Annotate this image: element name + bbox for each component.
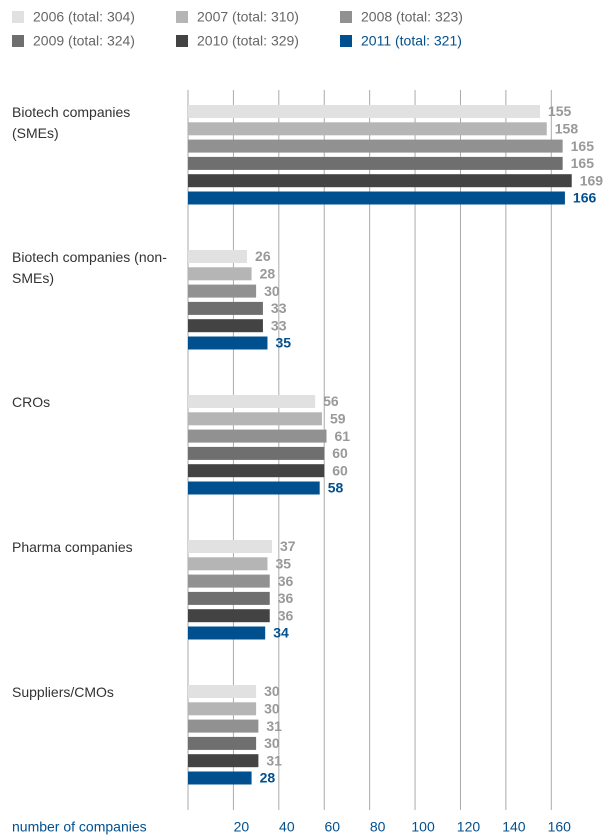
x-tick-label: 40 <box>279 819 295 835</box>
value-label: 58 <box>328 480 344 496</box>
value-label: 36 <box>278 607 294 623</box>
x-tick-label: 60 <box>324 819 340 835</box>
legend-swatch <box>340 35 352 47</box>
legend-label: 2008 (total: 323) <box>361 9 463 25</box>
bar <box>188 446 325 460</box>
legend-label: 2006 (total: 304) <box>33 9 135 25</box>
legend-label: 2009 (total: 324) <box>33 33 135 49</box>
bar <box>188 284 257 298</box>
category-label: Suppliers/CMOs <box>12 684 114 700</box>
bar <box>188 395 316 408</box>
bar <box>188 626 266 640</box>
bar <box>188 574 270 588</box>
value-label: 169 <box>580 172 604 188</box>
bar <box>188 139 563 153</box>
x-tick-label: 20 <box>234 819 250 835</box>
value-label: 61 <box>335 428 351 444</box>
value-label: 166 <box>573 190 597 206</box>
value-label: 26 <box>255 248 271 264</box>
bar <box>188 267 252 281</box>
bar <box>188 719 259 733</box>
category-label: Biotech companies (SMEs) <box>12 104 131 141</box>
legend-label: 2010 (total: 329) <box>197 33 299 49</box>
value-label: 33 <box>271 317 287 333</box>
bar <box>188 319 263 333</box>
value-label: 56 <box>323 393 339 409</box>
bar <box>188 174 572 188</box>
bar <box>188 481 320 495</box>
value-label: 37 <box>280 538 296 554</box>
bar <box>188 754 259 768</box>
legend-swatch <box>340 11 352 23</box>
value-label: 158 <box>555 121 579 137</box>
bar <box>188 156 563 170</box>
value-label: 155 <box>548 103 572 119</box>
value-label: 165 <box>571 138 595 154</box>
bar <box>188 250 248 263</box>
value-label: 31 <box>266 718 282 734</box>
x-axis-label: number of companies <box>12 819 147 835</box>
value-label: 59 <box>330 411 346 427</box>
value-label: 36 <box>278 590 294 606</box>
bar <box>188 301 263 315</box>
value-label: 60 <box>332 462 348 478</box>
x-tick-label: 120 <box>457 819 481 835</box>
x-tick-label: 140 <box>502 819 526 835</box>
bar <box>188 105 540 118</box>
x-tick-label: 160 <box>548 819 572 835</box>
bar <box>188 191 565 205</box>
value-label: 35 <box>275 556 291 572</box>
bar <box>188 336 268 350</box>
bar <box>188 540 273 553</box>
value-label: 28 <box>260 266 276 282</box>
legend-swatch <box>12 11 24 23</box>
bar <box>188 464 325 478</box>
bar <box>188 771 252 785</box>
legend-swatch <box>176 11 188 23</box>
value-label: 30 <box>264 735 280 751</box>
legend-label: 2007 (total: 310) <box>197 9 299 25</box>
value-label: 30 <box>264 683 280 699</box>
bar <box>188 429 327 443</box>
category-label: Pharma companies <box>12 539 133 555</box>
legend-swatch <box>12 35 24 47</box>
bar <box>188 685 257 698</box>
bar <box>188 122 547 136</box>
value-label: 165 <box>571 155 595 171</box>
category-label: CROs <box>12 394 51 410</box>
value-label: 28 <box>260 770 276 786</box>
value-label: 60 <box>332 445 348 461</box>
bar <box>188 412 322 426</box>
bar <box>188 591 270 605</box>
x-tick-label: 80 <box>370 819 386 835</box>
value-label: 30 <box>264 701 280 717</box>
value-label: 30 <box>264 283 280 299</box>
value-label: 33 <box>271 300 287 316</box>
legend-swatch <box>176 35 188 47</box>
bar <box>188 702 257 716</box>
bar <box>188 609 270 623</box>
value-label: 31 <box>266 752 282 768</box>
legend-label: 2011 (total: 321) <box>361 33 462 49</box>
bar <box>188 736 257 750</box>
x-tick-label: 100 <box>411 819 435 835</box>
value-label: 35 <box>275 335 291 351</box>
value-label: 36 <box>278 573 294 589</box>
category-label: Biotech companies (non-SMEs) <box>12 249 167 286</box>
bar <box>188 557 268 571</box>
value-label: 34 <box>273 625 289 641</box>
